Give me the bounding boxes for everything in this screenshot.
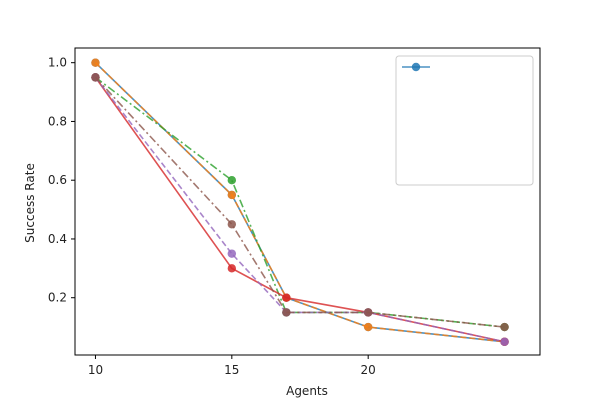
- data-point-dg: [500, 337, 509, 346]
- data-point-dg_disjoint: [227, 190, 237, 200]
- legend: [395, 55, 534, 186]
- y-tick-label: 0.4: [48, 232, 67, 246]
- series-layer: [91, 58, 509, 346]
- data-point-cg: [282, 293, 291, 302]
- data-point-dg: [227, 249, 237, 258]
- series-line-wdg_disjoint: [94, 76, 505, 328]
- legend-box: [395, 55, 534, 186]
- axis-ticks: 10 15 20 0.2 0.4 0.6 0.8 1.0: [48, 56, 376, 377]
- x-tick-label: 20: [361, 363, 376, 377]
- data-point-dg_disjoint: [91, 58, 100, 67]
- x-tick-label: 15: [224, 363, 239, 377]
- y-tick-label: 0.6: [48, 173, 67, 187]
- y-tick-label: 0.8: [48, 114, 67, 128]
- data-point-wdg: [363, 308, 373, 317]
- x-axis-label: Agents: [286, 384, 328, 398]
- x-tick-label: 10: [88, 363, 103, 377]
- data-point-dg_disjoint: [363, 322, 373, 332]
- y-axis-label: Success Rate: [23, 163, 37, 243]
- data-point-cg: [227, 264, 237, 273]
- data-point-wdg: [500, 322, 509, 332]
- y-tick-label: 1.0: [48, 56, 67, 70]
- legend-marker-cg_disjoint: [411, 62, 421, 72]
- data-point-wdg_disjoint: [227, 176, 237, 185]
- data-point-wdg: [282, 308, 291, 317]
- y-tick-label: 0.2: [48, 291, 67, 305]
- data-point-wdg: [91, 73, 100, 82]
- series-line-dg: [94, 76, 505, 343]
- data-point-wdg: [227, 220, 237, 229]
